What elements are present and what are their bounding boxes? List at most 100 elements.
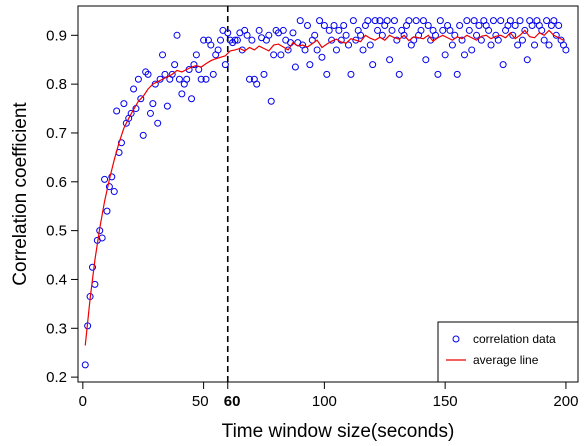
- data-point: [91, 280, 99, 288]
- data-point: [134, 75, 142, 83]
- data-point: [105, 183, 113, 191]
- data-point: [332, 46, 340, 54]
- y-tick-label: 0.5: [46, 223, 67, 240]
- data-point: [178, 90, 186, 98]
- scatter-points: [81, 17, 570, 369]
- y-axis: 0.2 0.3 0.4 0.5 0.6 0.7 0.8 0.9: [46, 27, 78, 386]
- data-point: [376, 17, 384, 25]
- data-point: [359, 46, 367, 54]
- data-point: [497, 17, 505, 25]
- data-point: [183, 75, 191, 83]
- y-tick-label: 0.8: [46, 76, 67, 93]
- data-point: [412, 17, 420, 25]
- data-point: [313, 46, 321, 54]
- data-point: [154, 119, 162, 127]
- data-point: [511, 22, 519, 30]
- data-point: [279, 26, 287, 34]
- data-point: [550, 17, 558, 25]
- data-point: [485, 26, 493, 34]
- data-point: [197, 75, 205, 83]
- data-point: [88, 263, 96, 271]
- data-point: [460, 51, 468, 59]
- legend: correlation data average line: [437, 321, 579, 383]
- reference-line: 60: [224, 6, 241, 410]
- data-point: [456, 22, 464, 30]
- data-point: [555, 22, 563, 30]
- data-point: [163, 102, 171, 110]
- data-point: [473, 31, 481, 39]
- data-point: [137, 95, 145, 103]
- data-point: [390, 17, 398, 25]
- data-point: [441, 51, 449, 59]
- data-point: [325, 26, 333, 34]
- data-point: [296, 17, 304, 25]
- x-tick-label: 200: [553, 393, 578, 410]
- data-point: [270, 51, 278, 59]
- data-point: [395, 70, 403, 78]
- data-point: [108, 173, 116, 181]
- data-point: [289, 29, 297, 37]
- data-point: [545, 41, 553, 49]
- data-point: [499, 61, 507, 69]
- data-point: [388, 26, 396, 34]
- data-point: [127, 109, 135, 117]
- data-point: [465, 26, 473, 34]
- data-point: [246, 75, 253, 83]
- data-point: [291, 63, 299, 71]
- data-point: [272, 26, 280, 34]
- data-point: [260, 70, 268, 78]
- data-point: [159, 51, 167, 59]
- y-axis-title: Correlation coefficient: [10, 102, 31, 286]
- data-point: [224, 29, 232, 37]
- data-point: [303, 22, 311, 30]
- data-point: [431, 31, 439, 39]
- data-point: [521, 26, 529, 34]
- data-point: [190, 61, 198, 69]
- y-tick-label: 0.9: [46, 27, 67, 44]
- y-tick-label: 0.2: [46, 369, 67, 386]
- data-point: [144, 70, 152, 78]
- data-point: [347, 70, 355, 78]
- data-point: [306, 61, 314, 69]
- data-point: [330, 22, 338, 30]
- legend-label-line: average line: [473, 353, 539, 367]
- data-point: [142, 68, 150, 76]
- data-point: [233, 36, 241, 44]
- average-line-group: [84, 29, 564, 346]
- y-tick-label: 0.6: [46, 174, 67, 191]
- data-point: [188, 95, 196, 103]
- data-point: [434, 70, 442, 78]
- data-point: [103, 207, 111, 215]
- data-point: [516, 17, 524, 25]
- x-tick-label: 50: [192, 393, 209, 410]
- data-point: [393, 36, 401, 44]
- vertical-line-label: 60: [224, 393, 241, 410]
- x-tick-label: 100: [312, 393, 337, 410]
- data-point: [364, 17, 372, 25]
- data-point: [171, 61, 179, 69]
- data-point: [349, 17, 357, 25]
- x-tick-label: 150: [433, 393, 458, 410]
- data-point: [439, 26, 447, 34]
- data-point: [477, 36, 485, 44]
- data-point: [248, 36, 256, 44]
- data-point: [523, 56, 531, 64]
- data-point: [221, 61, 229, 69]
- data-point: [323, 70, 331, 78]
- data-point: [463, 17, 471, 25]
- data-point: [448, 41, 456, 49]
- data-point: [562, 46, 570, 54]
- data-point: [217, 36, 225, 44]
- data-point: [120, 100, 128, 108]
- data-point: [518, 36, 526, 44]
- data-point: [209, 70, 217, 78]
- y-tick-label: 0.7: [46, 125, 67, 142]
- data-point: [253, 80, 261, 88]
- x-tick-label: 0: [79, 393, 87, 410]
- data-point: [192, 51, 200, 59]
- data-point: [531, 41, 539, 49]
- data-point: [175, 75, 183, 83]
- legend-label-points: correlation data: [473, 332, 556, 346]
